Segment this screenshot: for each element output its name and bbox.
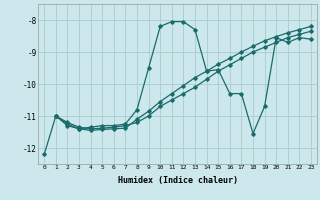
X-axis label: Humidex (Indice chaleur): Humidex (Indice chaleur)	[118, 176, 238, 185]
